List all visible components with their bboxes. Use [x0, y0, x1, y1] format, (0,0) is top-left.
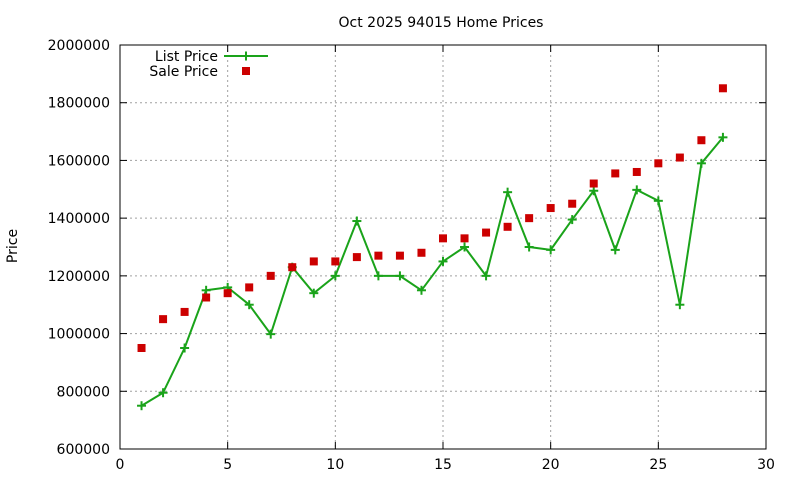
sale-price-point	[589, 179, 598, 188]
sale-price-point	[675, 153, 684, 162]
sale-price-series	[137, 84, 727, 352]
chart-title: Oct 2025 94015 Home Prices	[339, 15, 544, 31]
list-price-point	[266, 329, 276, 339]
list-price-point	[481, 271, 491, 281]
sale-price-point	[309, 257, 318, 266]
sale-price-point	[159, 315, 168, 324]
y-tick-label: 2000000	[48, 38, 110, 54]
sale-price-point	[718, 84, 727, 93]
sale-price-point	[331, 257, 340, 266]
x-tick-label: 0	[116, 457, 125, 473]
x-tick-label: 20	[542, 457, 560, 473]
x-tick-label: 25	[649, 457, 667, 473]
sale-price-point	[439, 234, 447, 243]
sale-price-point	[266, 271, 275, 280]
list-price-point	[610, 245, 620, 255]
sale-price-point	[482, 228, 491, 237]
list-price-point	[244, 300, 254, 310]
sale-price-point	[202, 293, 211, 302]
legend-sale-marker	[242, 67, 250, 75]
list-price-point	[352, 216, 362, 226]
sale-price-point	[460, 234, 469, 243]
y-tick-label: 800000	[57, 384, 110, 400]
list-price-point	[330, 271, 340, 281]
list-price-point	[567, 215, 577, 225]
list-price-point	[696, 158, 706, 168]
y-tick-label: 600000	[57, 442, 110, 458]
y-axis-ticks: 600000 800000 1000000 1200000 1400000 1600000…	[48, 38, 766, 458]
y-tick-label: 1200000	[48, 269, 110, 285]
legend-label-list-price: List Price	[155, 49, 218, 65]
sale-price-point	[568, 199, 577, 208]
legend-sample-list-price	[224, 51, 268, 61]
legend: List Price Sale Price	[149, 49, 268, 80]
list-price-point	[438, 256, 448, 266]
x-tick-label: 10	[326, 457, 344, 473]
x-tick-label: 5	[223, 457, 232, 473]
list-price-point	[201, 285, 211, 295]
sale-price-point	[180, 307, 189, 316]
legend-list-marker	[241, 51, 251, 61]
legend-label-sale-price: Sale Price	[149, 64, 218, 80]
list-price-point	[589, 186, 599, 196]
sale-price-point	[374, 251, 383, 260]
y-tick-label: 1000000	[48, 327, 110, 343]
sale-price-point	[611, 169, 620, 178]
list-price-point	[395, 271, 405, 281]
list-price-point	[416, 285, 426, 295]
sale-price-point	[697, 136, 706, 145]
x-tick-label: 30	[757, 457, 775, 473]
sale-price-point	[288, 263, 297, 272]
y-axis-label: Price	[5, 229, 21, 263]
list-price-point	[309, 288, 319, 298]
list-price-point	[137, 401, 147, 411]
list-price-point	[524, 242, 534, 252]
sale-price-point	[245, 283, 254, 292]
sale-price-point	[417, 248, 426, 257]
list-price-point	[675, 300, 685, 310]
list-price-point	[546, 245, 556, 255]
legend-sample-sale-price	[242, 67, 250, 75]
y-tick-label: 1800000	[48, 96, 110, 112]
sale-price-point	[223, 289, 232, 298]
sale-price-point	[525, 214, 534, 223]
sale-price-point	[654, 159, 663, 168]
list-price-point	[632, 185, 642, 195]
sale-price-point	[395, 251, 404, 260]
list-price-point	[718, 132, 728, 142]
sale-price-point	[352, 253, 361, 262]
y-tick-label: 1600000	[48, 153, 110, 169]
list-price-point	[158, 388, 168, 398]
list-price-point	[460, 242, 470, 252]
x-axis-ticks: 0 5 10 15 20 25 30	[116, 45, 775, 473]
list-price-point	[503, 187, 513, 197]
x-tick-label: 15	[434, 457, 452, 473]
sale-price-point	[503, 222, 512, 231]
sale-price-point	[137, 344, 146, 352]
list-price-point	[373, 271, 383, 281]
series-layer	[137, 84, 728, 411]
sale-price-point	[632, 167, 641, 176]
list-price-line	[141, 136, 724, 407]
sale-price-point	[546, 204, 555, 213]
list-price-point	[180, 343, 190, 353]
list-price-point	[653, 196, 663, 206]
list-price-series	[137, 132, 728, 411]
y-tick-label: 1400000	[48, 211, 110, 227]
